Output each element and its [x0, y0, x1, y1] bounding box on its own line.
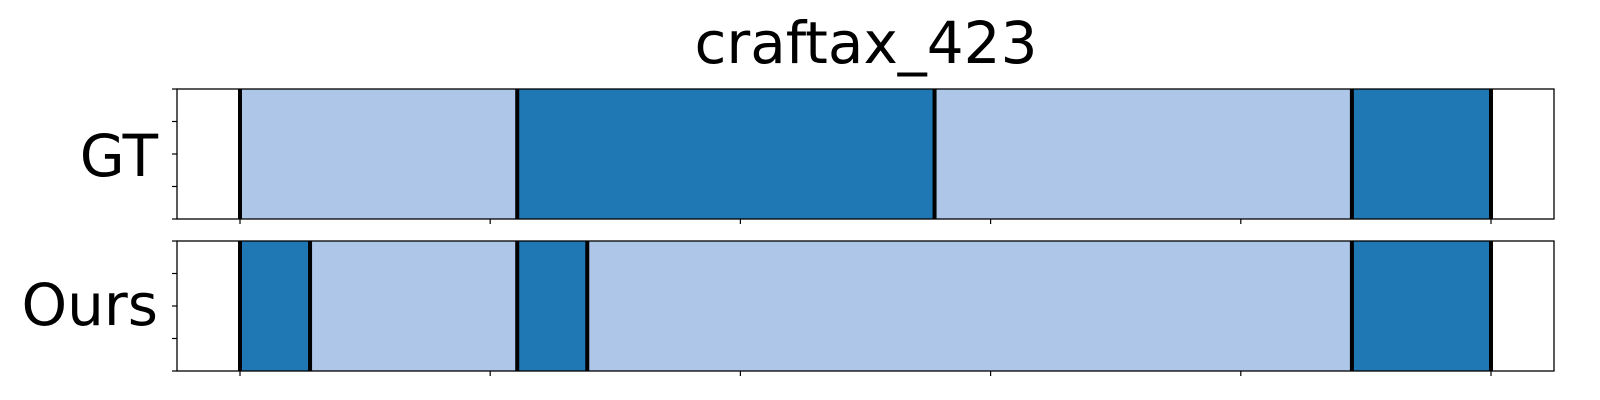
row-label-ours: Ours [22, 271, 158, 339]
segment-gt-3 [1351, 89, 1491, 219]
segment-ours-2 [517, 241, 588, 371]
segment-ours-0 [240, 241, 311, 371]
segment-gt-2 [934, 89, 1352, 219]
chart-title: craftax_423 [695, 9, 1038, 77]
segment-ours-3 [587, 241, 1352, 371]
segment-gt-0 [240, 89, 518, 219]
segment-gt-1 [517, 89, 935, 219]
segment-ours-1 [310, 241, 518, 371]
segment-ours-4 [1351, 241, 1491, 371]
row-label-gt: GT [80, 122, 159, 190]
